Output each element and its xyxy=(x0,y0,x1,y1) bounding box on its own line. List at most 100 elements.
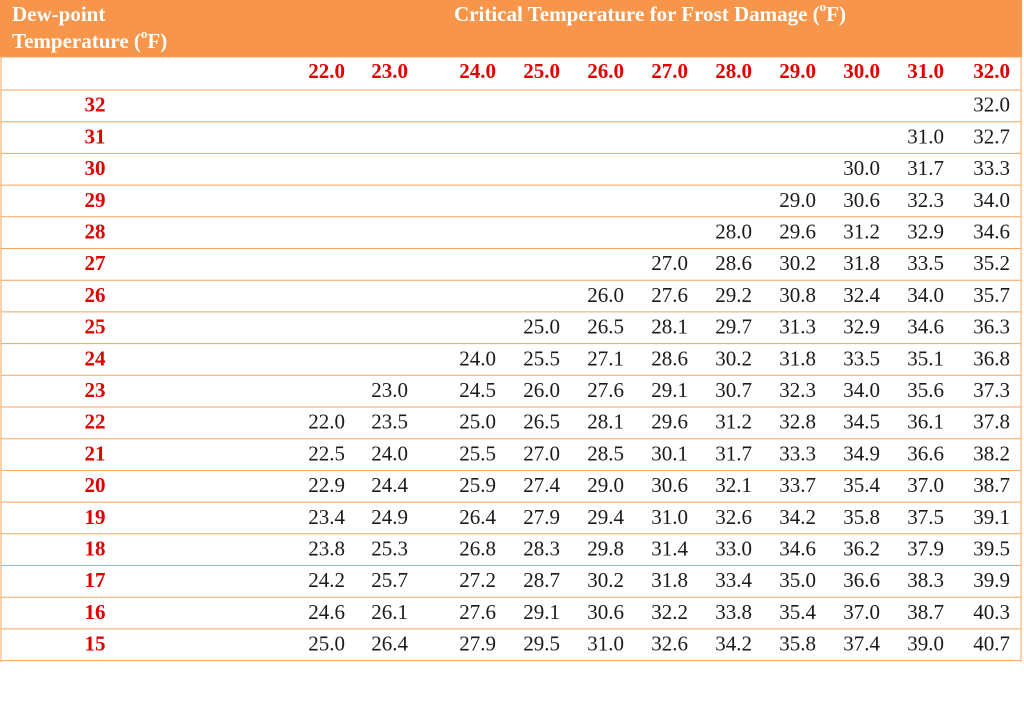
cell-value: 27.6 xyxy=(459,600,496,624)
cell-value: 25.5 xyxy=(523,346,560,370)
column-header: 30.0 xyxy=(843,59,880,83)
dew-point: 30 xyxy=(85,156,106,180)
table-title: Critical Temperature for Frost Damage (o… xyxy=(454,0,846,26)
cell-value: 37.3 xyxy=(973,378,1010,402)
cell-value: 37.8 xyxy=(973,410,1010,434)
cell-value: 31.7 xyxy=(907,156,944,180)
corner-after: F) xyxy=(147,29,167,53)
cell-value: 32.3 xyxy=(907,188,944,212)
cell-value: 26.0 xyxy=(587,283,624,307)
cell-value: 22.0 xyxy=(308,410,345,434)
cell-value: 25.0 xyxy=(308,632,345,656)
cell-value: 35.6 xyxy=(907,378,944,402)
cell-value: 31.2 xyxy=(843,219,880,243)
cell-value: 38.3 xyxy=(907,568,944,592)
cell-value: 26.5 xyxy=(523,410,560,434)
dew-point: 19 xyxy=(85,505,106,529)
dew-point: 20 xyxy=(85,473,106,497)
cell-value: 32.2 xyxy=(651,600,688,624)
column-header: 31.0 xyxy=(907,59,944,83)
cell-value: 32.6 xyxy=(651,632,688,656)
cell-value: 32.3 xyxy=(779,378,816,402)
cell-value: 24.5 xyxy=(459,378,496,402)
dew-point: 29 xyxy=(85,188,106,212)
cell-value: 28.7 xyxy=(523,568,560,592)
cell-value: 28.5 xyxy=(587,441,624,465)
cell-value: 29.0 xyxy=(779,188,816,212)
cell-value: 27.9 xyxy=(459,632,496,656)
cell-value: 34.5 xyxy=(843,410,880,434)
cell-value: 33.5 xyxy=(907,251,944,275)
cell-value: 28.1 xyxy=(587,410,624,434)
cell-value: 23.0 xyxy=(371,378,408,402)
cell-value: 36.8 xyxy=(973,346,1010,370)
cell-value: 37.0 xyxy=(907,473,944,497)
dew-point: 31 xyxy=(85,124,106,148)
cell-value: 27.6 xyxy=(651,283,688,307)
dew-point: 27 xyxy=(85,251,106,275)
cell-value: 29.2 xyxy=(715,283,752,307)
column-header: 28.0 xyxy=(715,59,752,83)
corner-sup: o xyxy=(141,26,148,41)
title-text: Critical Temperature for Frost Damage ( xyxy=(454,2,820,26)
cell-value: 34.6 xyxy=(973,219,1010,243)
dew-point: 18 xyxy=(85,536,106,560)
column-header: 25.0 xyxy=(523,59,560,83)
cell-value: 36.3 xyxy=(973,315,1010,339)
cell-value: 30.8 xyxy=(779,283,816,307)
cell-value: 34.6 xyxy=(779,536,816,560)
cell-value: 35.4 xyxy=(779,600,816,624)
cell-value: 29.6 xyxy=(779,219,816,243)
cell-value: 37.0 xyxy=(843,600,880,624)
cell-value: 30.2 xyxy=(715,346,752,370)
dew-point: 26 xyxy=(85,283,106,307)
corner-line2: Temperature (oF) xyxy=(12,26,167,53)
cell-value: 39.9 xyxy=(973,568,1010,592)
cell-value: 35.2 xyxy=(973,251,1010,275)
title-sup: o xyxy=(820,0,827,14)
cell-value: 34.9 xyxy=(843,441,880,465)
cell-value: 22.9 xyxy=(308,473,345,497)
cell-value: 32.7 xyxy=(973,124,1010,148)
cell-value: 34.2 xyxy=(779,505,816,529)
cell-value: 29.5 xyxy=(523,632,560,656)
cell-value: 36.1 xyxy=(907,410,944,434)
cell-value: 38.7 xyxy=(907,600,944,624)
dew-point: 25 xyxy=(85,315,106,339)
title-after: F) xyxy=(826,2,846,26)
cell-value: 28.0 xyxy=(715,219,752,243)
cell-value: 31.0 xyxy=(587,632,624,656)
cell-value: 29.8 xyxy=(587,536,624,560)
column-header: 23.0 xyxy=(371,59,408,83)
cell-value: 30.6 xyxy=(843,188,880,212)
column-header: 29.0 xyxy=(779,59,816,83)
cell-value: 30.0 xyxy=(843,156,880,180)
cell-value: 30.2 xyxy=(779,251,816,275)
cell-value: 30.6 xyxy=(651,473,688,497)
cell-value: 27.6 xyxy=(587,378,624,402)
cell-value: 24.2 xyxy=(308,568,345,592)
cell-value: 38.2 xyxy=(973,441,1010,465)
cell-value: 33.8 xyxy=(715,600,752,624)
cell-value: 25.5 xyxy=(459,441,496,465)
corner-text: Temperature ( xyxy=(12,29,141,53)
cell-value: 34.2 xyxy=(715,632,752,656)
cell-value: 28.3 xyxy=(523,536,560,560)
column-header: 22.0 xyxy=(308,59,345,83)
cell-value: 25.0 xyxy=(459,410,496,434)
cell-value: 37.5 xyxy=(907,505,944,529)
cell-value: 38.7 xyxy=(973,473,1010,497)
dew-point: 24 xyxy=(85,346,107,370)
cell-value: 35.0 xyxy=(779,568,816,592)
cell-value: 32.9 xyxy=(907,219,944,243)
dew-point: 17 xyxy=(85,568,106,592)
cell-value: 26.5 xyxy=(587,315,624,339)
corner-line1: Dew-point xyxy=(12,2,105,26)
cell-value: 32.1 xyxy=(715,473,752,497)
dew-point: 23 xyxy=(85,378,106,402)
cell-value: 25.9 xyxy=(459,473,496,497)
dew-point: 28 xyxy=(85,219,106,243)
cell-value: 31.4 xyxy=(651,536,688,560)
cell-value: 34.6 xyxy=(907,315,944,339)
